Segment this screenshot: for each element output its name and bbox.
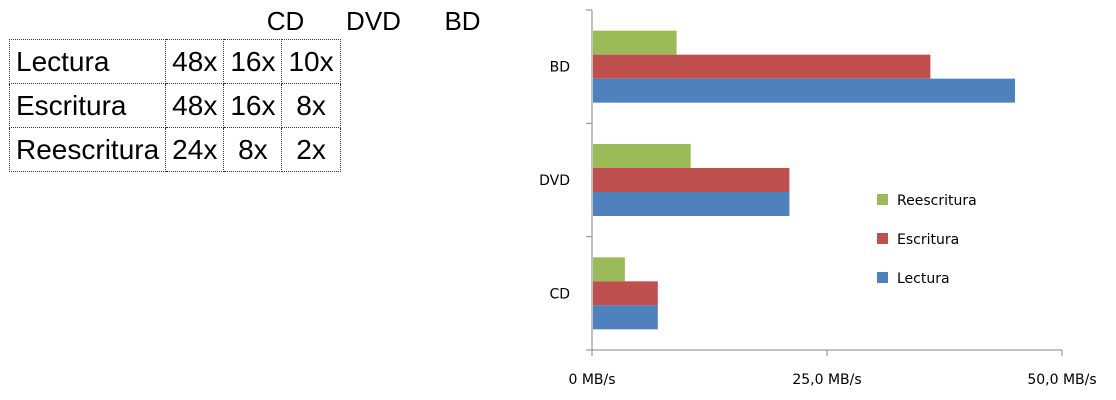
table-row: Reescritura 24x 8x 2x [8,127,341,172]
x-tick-label: 25,0 MB/s [792,372,861,388]
column-header-dvd: DVD [346,6,401,36]
table-cell: 10x [281,39,341,84]
bar-reescritura-dvd [593,144,691,168]
bar-reescritura-bd [593,30,677,55]
table-cell: 2x [281,127,341,172]
table-cell: 24x [165,127,225,172]
legend-swatch-lectura [877,272,888,283]
bar-escritura-cd [593,281,658,306]
table-cell: 48x [165,83,225,128]
bar-escritura-dvd [593,168,790,192]
bar-reescritura-cd [593,257,625,282]
bar-lectura-cd [593,305,658,330]
column-header-bd: BD [444,6,481,36]
table-cell: 8x [223,127,283,172]
category-label: CD [549,286,570,302]
row-label: Lectura [8,39,167,84]
legend-label: Reescritura [897,193,977,209]
bar-escritura-bd [593,54,931,79]
legend-swatch-reescritura [877,194,888,205]
table-cell: 48x [165,39,225,84]
speed-grid: Lectura 48x 16x 10x Escritura 48x 16x 8x… [8,39,341,172]
column-header-cd: CD [266,6,305,36]
bar-lectura-bd [593,78,1015,103]
bar-lectura-dvd [593,192,790,216]
row-label: Reescritura [8,127,167,172]
category-label: DVD [539,173,570,189]
table-column-headers: CD DVD BD [9,4,509,38]
table-row: Lectura 48x 16x 10x [8,39,341,84]
table-cell: 16x [223,83,283,128]
legend-label: Lectura [897,271,950,287]
table-row: Escritura 48x 16x 8x [8,83,341,128]
legend-swatch-escritura [877,233,888,244]
x-tick-label: 50,0 MB/s [1027,372,1096,388]
legend-label: Escritura [897,232,959,248]
category-label: BD [550,60,570,76]
x-tick-label: 0 MB/s [568,372,615,388]
